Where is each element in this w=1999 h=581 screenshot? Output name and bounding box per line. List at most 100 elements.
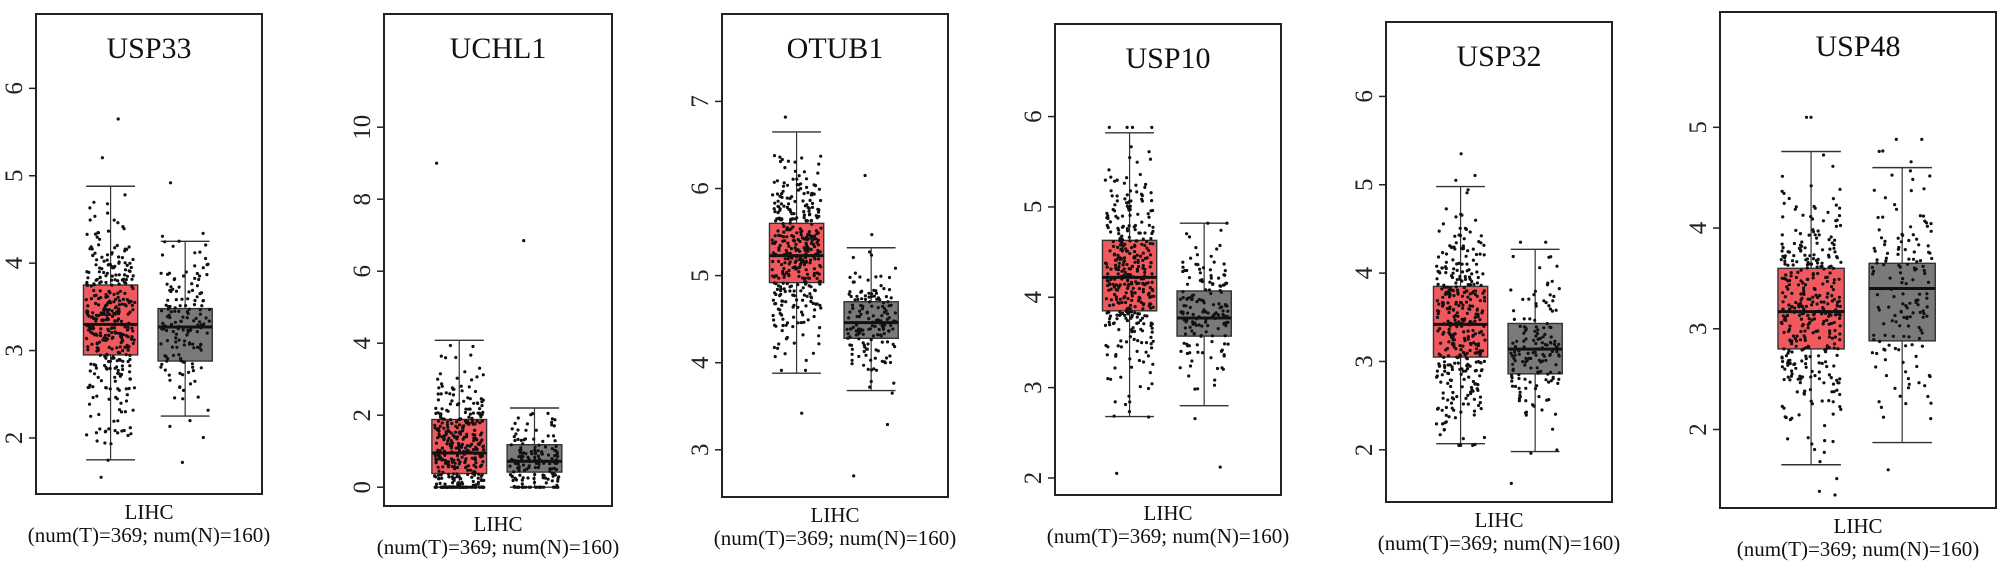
data-point (1117, 285, 1121, 289)
data-point (464, 485, 468, 489)
data-point (805, 272, 810, 276)
data-point (1222, 353, 1226, 357)
data-point (466, 396, 470, 400)
data-point (196, 395, 200, 399)
data-point (777, 233, 781, 237)
data-point (553, 439, 557, 443)
data-point (198, 346, 202, 350)
data-point (797, 183, 801, 187)
data-point (1137, 265, 1141, 269)
data-point (786, 257, 790, 261)
data-point (1879, 405, 1883, 409)
data-point (1223, 334, 1227, 338)
data-point (466, 448, 470, 452)
data-point (1106, 272, 1110, 276)
data-point (1148, 371, 1152, 375)
data-point (773, 355, 777, 359)
data-point (1178, 297, 1182, 301)
data-point (884, 356, 889, 360)
data-point (102, 310, 106, 314)
data-point (441, 470, 445, 474)
y-tick-label: 2 (1020, 472, 1047, 485)
data-point (1466, 337, 1470, 341)
data-point (794, 242, 798, 246)
data-point (113, 319, 117, 323)
data-point (173, 320, 177, 324)
data-point (1217, 276, 1221, 280)
data-point (853, 271, 858, 275)
data-point (110, 314, 115, 318)
data-point (797, 174, 801, 178)
data-point (517, 467, 521, 471)
data-point (1904, 402, 1908, 406)
data-point (817, 334, 821, 338)
data-point (1117, 265, 1121, 269)
data-point (1817, 370, 1821, 374)
data-point (1187, 344, 1191, 348)
data-point (1551, 427, 1555, 431)
data-point (90, 342, 94, 346)
data-point (1831, 197, 1835, 201)
data-point (1474, 312, 1478, 316)
data-point (1782, 347, 1786, 351)
data-point (433, 423, 437, 427)
data-point (1917, 243, 1921, 247)
data-point (1149, 209, 1153, 213)
data-point (1476, 275, 1480, 280)
data-point (1450, 342, 1454, 346)
data-point (809, 258, 813, 262)
data-point (877, 327, 881, 332)
data-point (508, 473, 513, 477)
data-point (785, 183, 790, 187)
data-point (809, 247, 813, 252)
data-point (795, 298, 799, 302)
data-point (813, 308, 817, 312)
data-point (1129, 310, 1133, 314)
data-point (800, 258, 805, 262)
data-point (1816, 261, 1820, 265)
data-point (791, 325, 795, 329)
data-point (1839, 260, 1843, 264)
data-point (1534, 353, 1538, 357)
data-point (1824, 275, 1828, 280)
data-point (781, 222, 785, 226)
data-point (1532, 338, 1536, 342)
data-point (1797, 246, 1801, 250)
data-point (1912, 250, 1916, 254)
data-point (89, 284, 93, 288)
data-point (1914, 298, 1918, 302)
data-point (783, 166, 787, 170)
data-point (160, 234, 165, 238)
data-point (1474, 252, 1479, 257)
data-point (1140, 194, 1145, 198)
data-point (455, 454, 460, 458)
data-point (1812, 286, 1816, 291)
data-point (1832, 281, 1836, 285)
data-point (1517, 373, 1521, 377)
data-point (1435, 369, 1439, 373)
data-point (1222, 273, 1226, 277)
data-point (1129, 303, 1133, 307)
data-point (802, 192, 806, 196)
data-point (173, 277, 177, 281)
data-point (1830, 299, 1834, 303)
data-point (1835, 388, 1839, 392)
data-point (1121, 311, 1125, 315)
data-point (1459, 212, 1463, 216)
data-point (1147, 223, 1151, 227)
data-point (1780, 174, 1784, 178)
data-point (1827, 265, 1831, 269)
data-point (819, 226, 823, 230)
data-point (1548, 307, 1552, 311)
data-point (478, 433, 483, 437)
data-point (1188, 364, 1193, 368)
data-point (882, 301, 886, 305)
data-point (1481, 333, 1485, 337)
data-point (1549, 370, 1553, 374)
data-point (1475, 281, 1479, 285)
data-point (1802, 292, 1806, 296)
data-point (1209, 276, 1213, 280)
data-point (1137, 295, 1141, 299)
data-point (806, 233, 811, 237)
